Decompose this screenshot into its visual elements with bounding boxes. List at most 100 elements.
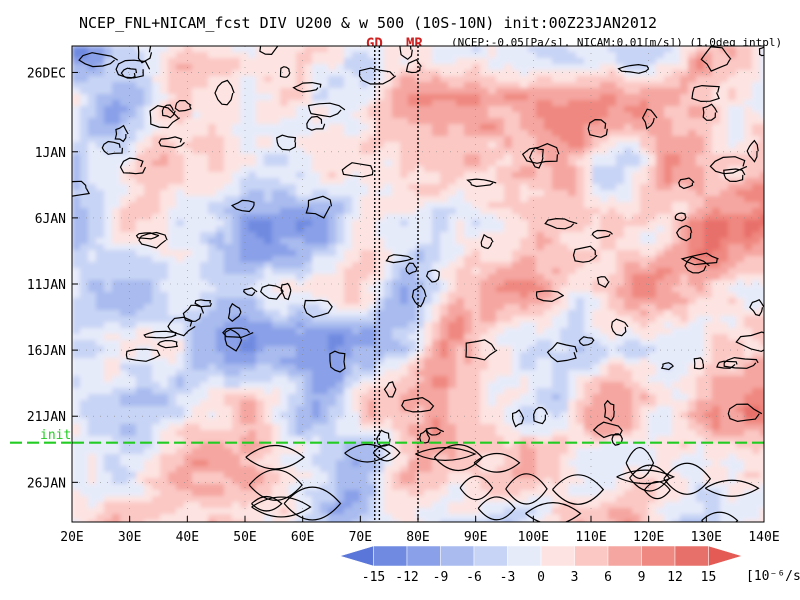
field-cell — [448, 148, 457, 155]
field-cell — [616, 100, 625, 107]
field-cell — [384, 274, 393, 281]
field-cell — [168, 250, 177, 257]
field-cell — [352, 124, 361, 131]
field-cell — [616, 58, 625, 65]
field-cell — [416, 58, 425, 65]
field-cell — [280, 256, 289, 263]
field-cell — [640, 160, 649, 167]
field-cell — [632, 190, 641, 197]
field-cell — [496, 226, 505, 233]
field-cell — [240, 310, 249, 317]
field-cell — [504, 100, 513, 107]
field-cell — [328, 358, 337, 365]
field-cell — [416, 238, 425, 245]
field-cell — [336, 280, 345, 287]
field-cell — [384, 238, 393, 245]
field-cell — [720, 292, 729, 299]
field-cell — [496, 250, 505, 257]
field-cell — [688, 340, 697, 347]
field-cell — [360, 172, 369, 179]
field-cell — [112, 196, 121, 203]
field-cell — [736, 256, 745, 263]
field-cell — [144, 256, 153, 263]
field-cell — [688, 64, 697, 71]
field-cell — [720, 196, 729, 203]
field-cell — [424, 190, 433, 197]
field-cell — [136, 340, 145, 347]
field-cell — [152, 202, 161, 209]
field-cell — [136, 262, 145, 269]
field-cell — [456, 64, 465, 71]
field-cell — [624, 244, 633, 251]
field-cell — [96, 130, 105, 137]
field-cell — [680, 76, 689, 83]
field-cell — [208, 370, 217, 377]
field-cell — [704, 148, 713, 155]
field-cell — [216, 334, 225, 341]
field-cell — [216, 52, 225, 59]
field-cell — [592, 196, 601, 203]
field-cell — [288, 256, 297, 263]
field-cell — [440, 298, 449, 305]
field-cell — [88, 370, 97, 377]
field-cell — [752, 94, 761, 101]
field-cell — [632, 232, 641, 239]
field-cell — [576, 106, 585, 113]
field-cell — [584, 232, 593, 239]
field-cell — [88, 58, 97, 65]
field-cell — [480, 178, 489, 185]
field-cell — [736, 238, 745, 245]
field-cell — [208, 310, 217, 317]
field-cell — [680, 148, 689, 155]
field-cell — [280, 232, 289, 239]
field-cell — [608, 298, 617, 305]
field-cell — [448, 160, 457, 167]
field-cell — [760, 112, 764, 119]
field-cell — [480, 286, 489, 293]
field-cell — [152, 106, 161, 113]
field-cell — [672, 202, 681, 209]
field-cell — [392, 268, 401, 275]
field-cell — [504, 58, 513, 65]
field-cell — [200, 112, 209, 119]
field-cell — [416, 220, 425, 227]
field-cell — [424, 184, 433, 191]
field-cell — [576, 52, 585, 59]
field-cell — [288, 244, 297, 251]
field-cell — [264, 364, 273, 371]
field-cell — [672, 304, 681, 311]
field-cell — [208, 382, 217, 389]
field-cell — [520, 190, 529, 197]
field-cell — [272, 142, 281, 149]
field-cell — [272, 250, 281, 257]
field-cell — [416, 352, 425, 359]
field-cell — [632, 280, 641, 287]
field-cell — [624, 136, 633, 143]
field-cell — [136, 382, 145, 389]
field-cell — [80, 280, 89, 287]
field-cell — [376, 364, 385, 371]
field-cell — [416, 262, 425, 269]
field-cell — [424, 358, 433, 365]
field-cell — [512, 244, 521, 251]
field-cell — [288, 190, 297, 197]
field-cell — [176, 124, 185, 131]
field-cell — [592, 142, 601, 149]
field-cell — [760, 136, 764, 143]
field-cell — [240, 352, 249, 359]
field-cell — [624, 226, 633, 233]
field-cell — [728, 202, 737, 209]
field-cell — [440, 184, 449, 191]
field-cell — [616, 232, 625, 239]
field-cell — [344, 214, 353, 221]
field-cell — [576, 322, 585, 329]
field-cell — [456, 334, 465, 341]
field-cell — [248, 244, 257, 251]
field-cell — [168, 154, 177, 161]
field-cell — [664, 214, 673, 221]
field-cell — [544, 154, 553, 161]
field-cell — [464, 262, 473, 269]
field-cell — [312, 364, 321, 371]
field-cell — [176, 88, 185, 95]
field-cell — [160, 304, 169, 311]
